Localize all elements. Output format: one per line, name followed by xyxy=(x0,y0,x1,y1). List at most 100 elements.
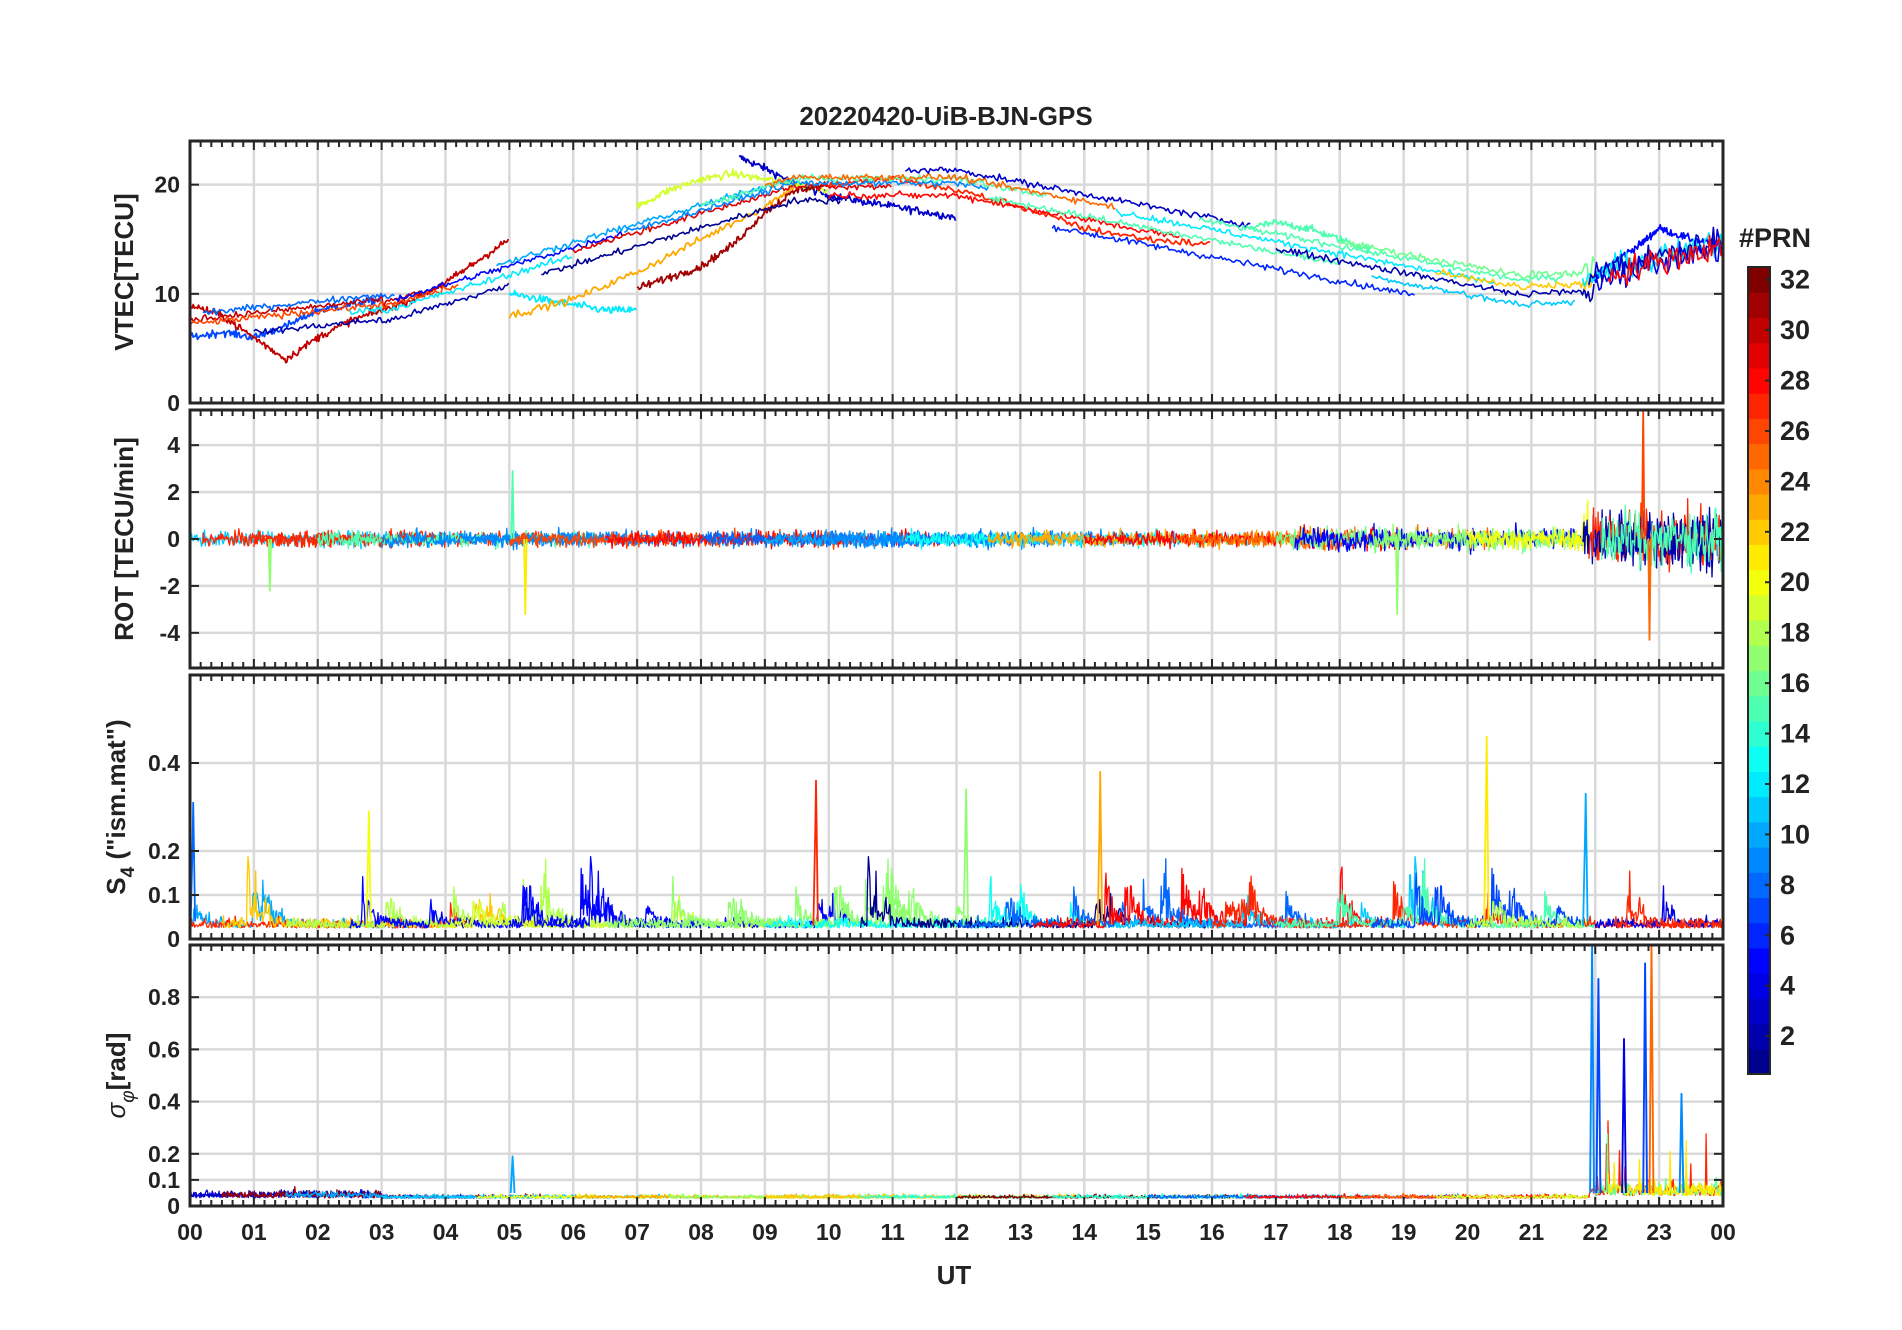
colorbar-swatch xyxy=(1748,670,1770,697)
rot-trace xyxy=(1466,499,1590,554)
x-tick-label: 11 xyxy=(880,1219,905,1245)
colorbar-swatch xyxy=(1748,872,1770,899)
colorbar-swatch xyxy=(1748,1023,1770,1050)
colorbar-swatch xyxy=(1748,720,1770,747)
vtec-trace xyxy=(190,284,459,326)
colorbar-swatch xyxy=(1748,544,1770,571)
rot-trace xyxy=(1371,523,1583,555)
rot-peak xyxy=(267,538,272,592)
colorbar-swatch xyxy=(1748,267,1770,293)
colorbar-swatch xyxy=(1748,897,1770,924)
y-tick-label: 0.4 xyxy=(148,1089,180,1115)
colorbar-swatch xyxy=(1748,973,1770,999)
y-label-sub: 4 xyxy=(118,866,139,877)
y-tick-label: 0 xyxy=(167,926,180,952)
y-tick-label: 0 xyxy=(167,390,180,416)
y-tick-label: 0.1 xyxy=(148,882,180,908)
vtec-trace xyxy=(1607,234,1722,287)
x-tick-labels: 00 01 02 03 04 05 06 07 08 09 10 11 12 13 14 15 16 17 18 19… xyxy=(177,1219,1736,1245)
chart-title: 20220420-UiB-BJN-GPS xyxy=(799,101,1092,131)
y-tick-label: 0.4 xyxy=(148,750,180,776)
y-label-suffix: ("ism.mat") xyxy=(101,719,131,866)
colorbar-tick-label: 26 xyxy=(1780,416,1810,446)
sigma-peak xyxy=(1648,945,1655,1194)
colorbar-tick-label: 4 xyxy=(1780,971,1795,1001)
y-tick-label: 20 xyxy=(154,172,180,198)
vtec-trace xyxy=(905,166,1251,230)
colorbar-swatch xyxy=(1748,393,1770,419)
s4-peak xyxy=(812,779,819,926)
x-tick-label: 03 xyxy=(369,1219,395,1245)
y-tick-label: 0 xyxy=(167,1193,180,1219)
x-tick-label: 08 xyxy=(688,1219,714,1245)
x-tick-label: 10 xyxy=(816,1219,842,1245)
plot-area-rot xyxy=(190,410,1723,641)
vtec-trace xyxy=(348,254,573,315)
colorbar-title: #PRN xyxy=(1739,223,1811,253)
panel-sigma-phi: 00.10.2 0.4 0.6 0.8 σφ[rad] xyxy=(101,943,1725,1219)
vtec-trace xyxy=(828,190,1180,239)
colorbar-tick-label: 18 xyxy=(1780,618,1810,648)
s4-trace xyxy=(668,867,1021,929)
y-tick-label: 0.1 xyxy=(148,1167,180,1193)
vtec-series-prn-12 xyxy=(508,289,637,314)
colorbar-swatch xyxy=(1748,1048,1770,1075)
x-axis-label: UT xyxy=(937,1260,972,1290)
y-tick-label: 0 xyxy=(167,526,180,552)
colorbar-swatch xyxy=(1748,519,1770,546)
y-tick-label: 4 xyxy=(167,432,180,458)
y-tick-label: 0.2 xyxy=(148,1141,180,1167)
vtec-trace xyxy=(1275,247,1595,303)
y-label-main: σ xyxy=(101,1101,131,1118)
s4-trace xyxy=(221,855,542,929)
s4-trace xyxy=(1466,900,1590,929)
colorbar-tick-label: 10 xyxy=(1780,819,1810,849)
x-tick-label: 00 xyxy=(1710,1219,1736,1245)
x-tick-label: 12 xyxy=(944,1219,970,1245)
colorbar-swatch xyxy=(1748,317,1770,344)
vtec-trace xyxy=(700,173,1047,208)
colorbar-swatch xyxy=(1748,821,1770,848)
x-tick-label: 18 xyxy=(1327,1219,1353,1245)
sigma-peak xyxy=(1678,1092,1685,1194)
vtec-trace xyxy=(572,182,892,254)
y-tick-label: 0.6 xyxy=(148,1036,180,1062)
colorbar-swatch xyxy=(1748,796,1770,823)
panel-vtec: 0 10 20 VTEC[TECU] xyxy=(109,139,1725,416)
vtec-trace xyxy=(1435,268,1596,291)
rot-peak xyxy=(1395,538,1400,615)
colorbar-swatch xyxy=(1748,947,1770,974)
vtec-trace xyxy=(541,196,841,276)
sigma-peak xyxy=(1589,945,1595,1194)
colorbar-tick-label: 22 xyxy=(1780,517,1810,547)
plot-area-s4 xyxy=(190,735,1723,929)
colorbar-swatch xyxy=(1748,443,1770,470)
x-tick-label: 19 xyxy=(1391,1219,1417,1245)
colorbar-swatch xyxy=(1748,746,1770,772)
vtec-trace xyxy=(1051,224,1415,297)
colorbar-swatch xyxy=(1748,292,1770,319)
y-axis-label-rot: ROT [TECU/min] xyxy=(109,437,139,641)
colorbar-swatch xyxy=(1748,771,1770,798)
sigma-trace xyxy=(1607,1140,1723,1197)
vtec-trace xyxy=(988,195,1340,265)
colorbar-tick-label: 24 xyxy=(1780,466,1810,496)
panel-rot: -4 -2 0 2 4 ROT [TECU/min] xyxy=(109,408,1725,670)
s4-peak xyxy=(190,801,196,926)
y-label-main: S xyxy=(101,877,131,894)
colorbar-frame xyxy=(1747,266,1771,1075)
vtec-trace xyxy=(1115,208,1499,287)
colorbar-swatch xyxy=(1748,695,1770,722)
sigma-peak xyxy=(1595,977,1602,1194)
colorbar-swatch xyxy=(1748,569,1770,596)
rot-trace xyxy=(1600,504,1723,574)
x-tick-label: 02 xyxy=(305,1219,331,1245)
sigma-peak xyxy=(509,1155,516,1194)
colorbar-tick-label: 28 xyxy=(1780,365,1810,395)
x-tick-label: 16 xyxy=(1199,1219,1225,1245)
colorbar-tick-label: 32 xyxy=(1780,265,1810,295)
axes-frame-s4: 0 0.1 0.2 0.4 xyxy=(148,673,1725,952)
colorbar-swatch xyxy=(1748,468,1770,495)
x-tick-label: 05 xyxy=(497,1219,523,1245)
